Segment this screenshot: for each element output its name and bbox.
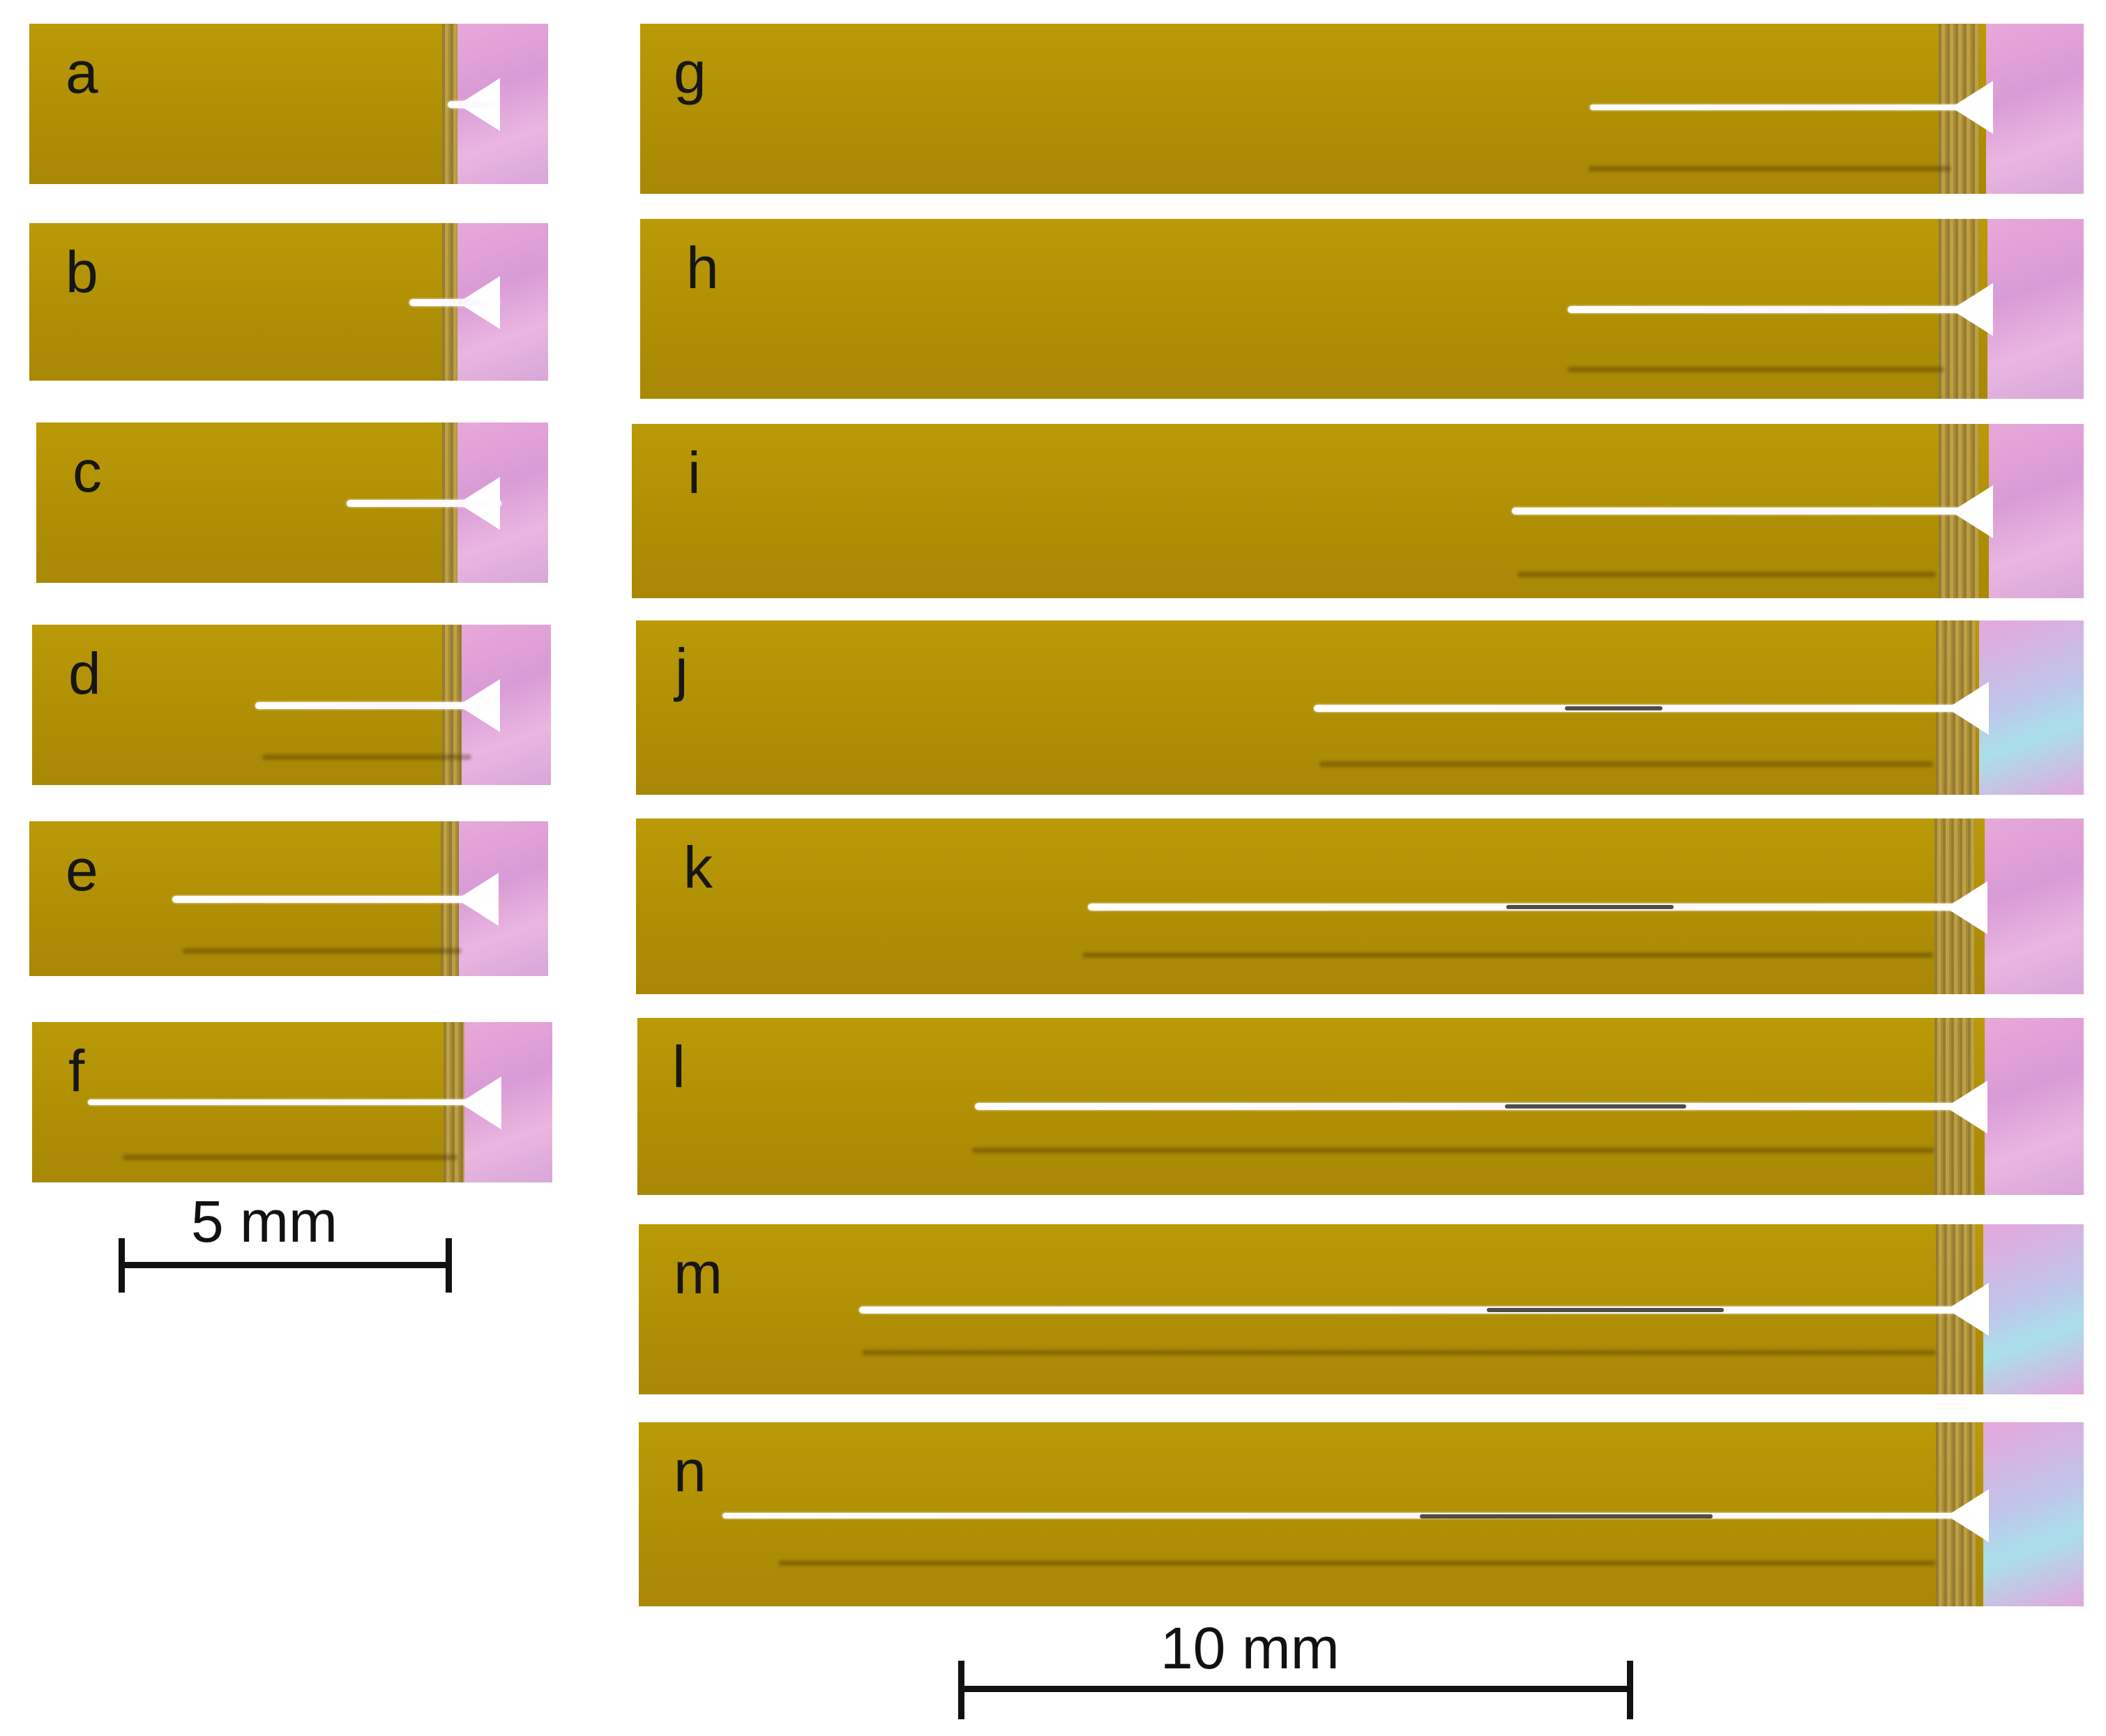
- substrate-region: [1983, 1224, 2084, 1394]
- crack-shadow: [183, 948, 462, 954]
- panel-label-l: l: [672, 1034, 685, 1099]
- crack-shadow: [1319, 761, 1933, 767]
- crack-shadow: [123, 1155, 457, 1160]
- panel-label-i: i: [688, 440, 701, 505]
- panel-label-a: a: [66, 40, 98, 105]
- substrate-region: [1986, 24, 2084, 194]
- panel-a: a: [29, 24, 548, 184]
- panel-g: g: [640, 24, 2084, 194]
- crack: [1088, 904, 1975, 911]
- substrate-region: [1985, 1018, 2084, 1195]
- panel-b: b: [29, 223, 548, 381]
- panel-h: h: [640, 219, 2084, 399]
- scalebar-cap-right: [1627, 1661, 1633, 1719]
- crack: [409, 299, 500, 306]
- scalebar-line: [119, 1262, 452, 1268]
- crack: [448, 101, 498, 108]
- scalebar-5mm: 5 mm: [119, 1185, 453, 1297]
- panel-label-b: b: [66, 239, 98, 305]
- crack: [1512, 508, 1980, 515]
- substrate-region: [1989, 424, 2084, 598]
- panel-label-m: m: [674, 1240, 722, 1306]
- substrate-region: [1985, 818, 2084, 994]
- crack-shadow: [1082, 952, 1933, 958]
- panel-label-e: e: [66, 837, 98, 903]
- panel-label-g: g: [674, 40, 706, 105]
- scalebar-10mm: 10 mm: [958, 1612, 1635, 1730]
- crack-shadow: [778, 1560, 1936, 1566]
- panel-label-j: j: [675, 637, 688, 702]
- scalebar-line: [958, 1686, 1633, 1692]
- panel-label-k: k: [683, 835, 713, 900]
- panel-f: f: [32, 1022, 552, 1182]
- crack-shadow: [1517, 572, 1936, 577]
- panel-e: e: [29, 821, 548, 976]
- crack: [88, 1099, 499, 1105]
- crack-dark-segment: [1420, 1514, 1713, 1518]
- panel-label-c: c: [73, 439, 102, 504]
- panel-j: j: [636, 620, 2084, 795]
- scalebar-label: 5 mm: [191, 1189, 338, 1254]
- crack: [859, 1307, 1978, 1314]
- panel-label-d: d: [68, 641, 101, 706]
- scalebar-label: 10 mm: [1160, 1615, 1340, 1681]
- panel-n: n: [639, 1422, 2084, 1606]
- panel-c: c: [36, 422, 548, 583]
- panel-d: d: [32, 625, 551, 785]
- crack: [722, 1513, 1978, 1518]
- crack-shadow: [972, 1148, 1934, 1153]
- crack-dark-segment: [1505, 1104, 1686, 1109]
- panel-k: k: [636, 818, 2084, 994]
- crack: [1568, 306, 1980, 313]
- crack: [172, 896, 497, 903]
- scalebar-cap-left: [119, 1238, 125, 1293]
- crack: [347, 500, 501, 507]
- crack: [1590, 105, 1980, 110]
- scalebar-cap-right: [446, 1238, 452, 1293]
- panel-label-h: h: [686, 235, 719, 300]
- substrate-region: [1983, 1422, 2084, 1606]
- crack-dark-segment: [1506, 905, 1674, 909]
- crack-shadow: [1568, 367, 1944, 372]
- panel-m: m: [639, 1224, 2084, 1394]
- crack-shadow: [862, 1350, 1936, 1355]
- crack-dark-segment: [1565, 706, 1662, 710]
- panel-i: i: [632, 424, 2084, 598]
- crack: [975, 1103, 1976, 1110]
- substrate-region: [1987, 219, 2084, 399]
- crack: [1314, 705, 1976, 712]
- crack-shadow: [262, 754, 471, 760]
- scalebar-cap-left: [958, 1661, 964, 1719]
- crack-shadow: [1589, 166, 1951, 172]
- panel-l: l: [637, 1018, 2084, 1195]
- crack-dark-segment: [1487, 1308, 1724, 1312]
- panel-label-n: n: [674, 1438, 706, 1504]
- crack: [255, 702, 499, 709]
- substrate-region: [1979, 620, 2084, 795]
- panel-label-f: f: [68, 1038, 85, 1104]
